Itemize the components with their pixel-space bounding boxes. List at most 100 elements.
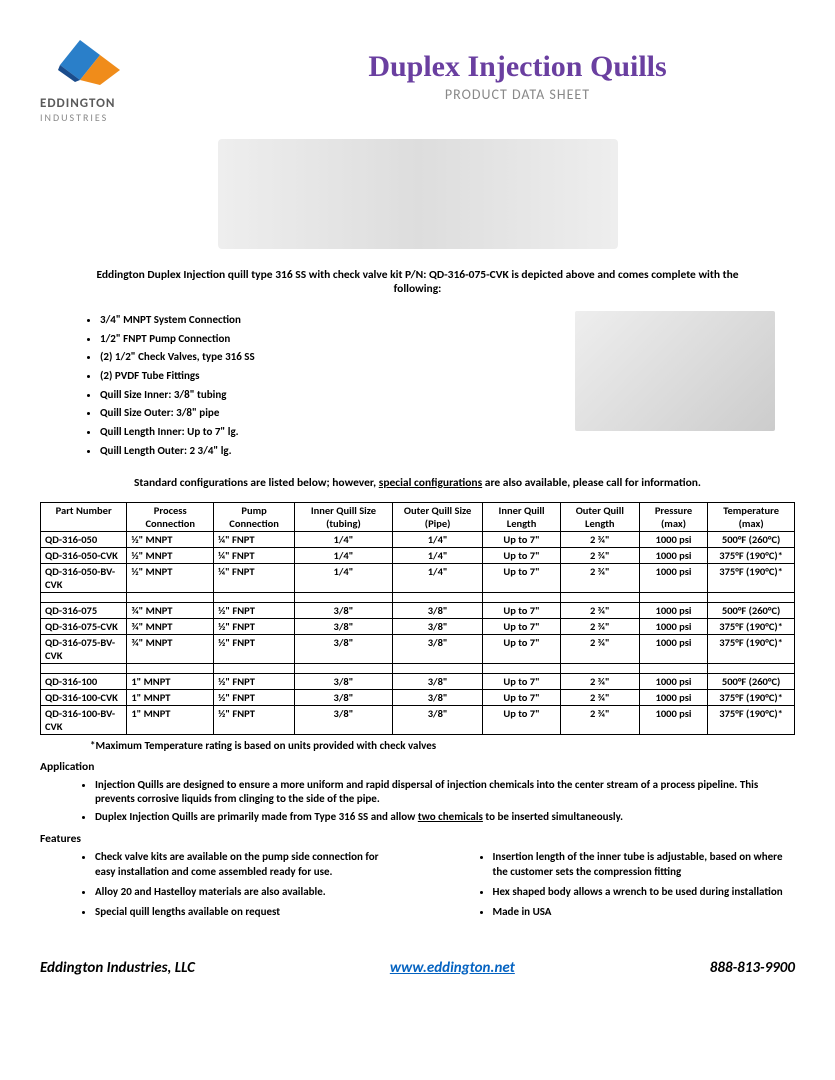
- table-cell: 1/4": [295, 563, 393, 592]
- application-list: Injection Quills are designed to ensure …: [40, 778, 795, 825]
- table-cell: 1" MNPT: [127, 673, 214, 689]
- side-photo-placeholder: [575, 311, 775, 431]
- table-cell: ½" FNPT: [214, 673, 295, 689]
- table-cell: 2 ¾": [560, 618, 639, 634]
- footer-company: Eddington Industries, LLC: [40, 959, 195, 977]
- table-cell: Up to 7": [483, 547, 560, 563]
- table-cell: 375°F (190°C)*: [708, 634, 795, 663]
- specs-row: 3/4" MNPT System Connection1/2" FNPT Pum…: [80, 311, 775, 461]
- table-cell: 1000 psi: [639, 547, 707, 563]
- title-block: Duplex Injection Quills PRODUCT DATA SHE…: [180, 30, 795, 103]
- table-cell: 3/8": [392, 602, 483, 618]
- table-cell: Up to 7": [483, 602, 560, 618]
- table-cell: 3/8": [295, 705, 393, 734]
- table-cell: 500°F (260°C): [708, 602, 795, 618]
- table-cell: 2 ¾": [560, 602, 639, 618]
- table-cell: 1000 psi: [639, 602, 707, 618]
- table-row: QD-316-100-BV-CVK1" MNPT½" FNPT3/8"3/8"U…: [41, 705, 795, 734]
- table-cell: 1/4": [392, 547, 483, 563]
- table-cell: 3/8": [295, 618, 393, 634]
- features-right: Insertion length of the inner tube is ad…: [438, 850, 796, 925]
- table-row: QD-316-050½" MNPT¼" FNPT1/4"1/4"Up to 7"…: [41, 531, 795, 547]
- features-left: Check valve kits are available on the pu…: [40, 850, 398, 925]
- config-note-c: are also available, please call for info…: [482, 476, 701, 490]
- table-row: QD-316-1001" MNPT½" FNPT3/8"3/8"Up to 7"…: [41, 673, 795, 689]
- table-cell: 2 ¾": [560, 563, 639, 592]
- table-cell: QD-316-075-BV-CVK: [41, 634, 127, 663]
- table-row: QD-316-075¾" MNPT½" FNPT3/8"3/8"Up to 7"…: [41, 602, 795, 618]
- table-cell: 2 ¾": [560, 673, 639, 689]
- table-cell: Up to 7": [483, 705, 560, 734]
- table-cell: Up to 7": [483, 618, 560, 634]
- feature-item: Made in USA: [493, 905, 796, 919]
- table-cell: 375°F (190°C)*: [708, 563, 795, 592]
- spec-bullet: Quill Length Inner: Up to 7" lg.: [100, 423, 555, 442]
- logo-block: EDDINGTON INDUSTRIES: [40, 30, 180, 124]
- table-cell: 375°F (190°C)*: [708, 618, 795, 634]
- company-sub: INDUSTRIES: [40, 111, 180, 124]
- table-cell: ½" MNPT: [127, 563, 214, 592]
- table-cell: 3/8": [295, 602, 393, 618]
- features-columns: Check valve kits are available on the pu…: [40, 850, 795, 925]
- table-cell: 3/8": [295, 634, 393, 663]
- table-cell: 3/8": [392, 689, 483, 705]
- table-cell: 1000 psi: [639, 689, 707, 705]
- config-note-a: Standard configurations are listed below…: [134, 476, 379, 490]
- table-cell: Up to 7": [483, 531, 560, 547]
- table-cell: 500°F (260°C): [708, 673, 795, 689]
- table-cell: 1000 psi: [639, 618, 707, 634]
- feature-item: Hex shaped body allows a wrench to be us…: [493, 885, 796, 899]
- table-cell: QD-316-075-CVK: [41, 618, 127, 634]
- table-cell: ½" FNPT: [214, 634, 295, 663]
- config-table: Part NumberProcess ConnectionPump Connec…: [40, 502, 795, 735]
- table-cell: 1/4": [295, 531, 393, 547]
- header: EDDINGTON INDUSTRIES Duplex Injection Qu…: [40, 30, 795, 124]
- table-cell: ¼" FNPT: [214, 563, 295, 592]
- table-cell: 1000 psi: [639, 634, 707, 663]
- table-cell: QD-316-050-BV-CVK: [41, 563, 127, 592]
- spec-bullet: Quill Size Outer: 3/8" pipe: [100, 404, 555, 423]
- table-cell: 3/8": [392, 705, 483, 734]
- table-header: Outer Quill Length: [560, 502, 639, 531]
- table-header: Process Connection: [127, 502, 214, 531]
- table-row: QD-316-050-BV-CVK½" MNPT¼" FNPT1/4"1/4"U…: [41, 563, 795, 592]
- table-cell: 3/8": [295, 689, 393, 705]
- table-cell: ½" FNPT: [214, 602, 295, 618]
- features-heading: Features: [40, 832, 795, 846]
- footer-link[interactable]: www.eddington.net: [390, 959, 515, 977]
- table-cell: ¼" FNPT: [214, 547, 295, 563]
- feature-item: Check valve kits are available on the pu…: [95, 850, 398, 879]
- table-cell: 1/4": [392, 563, 483, 592]
- table-cell: ½" MNPT: [127, 531, 214, 547]
- table-cell: 500°F (260°C): [708, 531, 795, 547]
- company-name: EDDINGTON: [40, 96, 180, 111]
- table-header: Inner Quill Size (tubing): [295, 502, 393, 531]
- table-cell: ½" MNPT: [127, 547, 214, 563]
- application-item: Duplex Injection Quills are primarily ma…: [95, 810, 795, 824]
- table-row: QD-316-050-CVK½" MNPT¼" FNPT1/4"1/4"Up t…: [41, 547, 795, 563]
- table-cell: 1/4": [295, 547, 393, 563]
- application-item: Injection Quills are designed to ensure …: [95, 778, 795, 807]
- table-cell: Up to 7": [483, 689, 560, 705]
- table-cell: ¾" MNPT: [127, 634, 214, 663]
- application-heading: Application: [40, 760, 795, 774]
- table-cell: QD-316-100-CVK: [41, 689, 127, 705]
- table-cell: QD-316-100: [41, 673, 127, 689]
- table-cell: 2 ¾": [560, 634, 639, 663]
- table-cell: 3/8": [392, 618, 483, 634]
- table-cell: 2 ¾": [560, 705, 639, 734]
- page-title: Duplex Injection Quills: [240, 50, 795, 84]
- table-header: Part Number: [41, 502, 127, 531]
- table-cell: 1000 psi: [639, 563, 707, 592]
- table-header: Inner Quill Length: [483, 502, 560, 531]
- table-header: Outer Quill Size (Pipe): [392, 502, 483, 531]
- spec-bullet: (2) 1/2" Check Valves, type 316 SS: [100, 348, 555, 367]
- table-cell: 3/8": [295, 673, 393, 689]
- table-cell: 375°F (190°C)*: [708, 705, 795, 734]
- table-cell: 375°F (190°C)*: [708, 689, 795, 705]
- table-cell: ½" FNPT: [214, 618, 295, 634]
- spec-bullet: (2) PVDF Tube Fittings: [100, 367, 555, 386]
- spec-bullet: 3/4" MNPT System Connection: [100, 311, 555, 330]
- hero-image: [40, 139, 795, 253]
- intro-text: Eddington Duplex Injection quill type 31…: [80, 268, 755, 296]
